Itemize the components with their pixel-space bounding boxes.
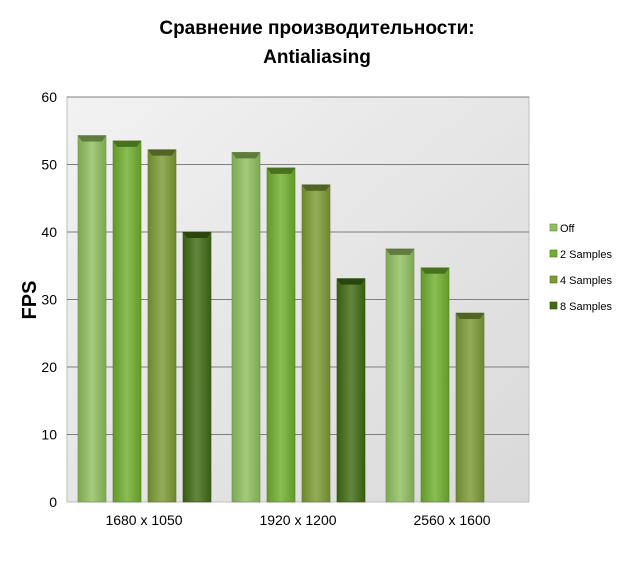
legend-label: Off [560,223,575,235]
bar-top-bevel [113,140,141,147]
x-tick-label: 2560 x 1600 [413,512,490,528]
bar-top-bevel [183,232,211,238]
bar-top-bevel [148,149,176,156]
legend-swatch [549,223,558,232]
bar-top-bevel [337,278,365,285]
legend-swatch [549,275,558,284]
bar-top-bevel [302,184,330,191]
y-tick-label: 50 [41,157,57,173]
bar [231,152,261,503]
grid-lines [67,96,529,435]
legend: Off 2 Samples 4 Samples 8 Samples [549,223,612,313]
bar [112,140,142,503]
bar [182,231,212,503]
chart-title-line-2: Antialiasing [263,47,371,68]
bar-top-bevel [421,267,449,274]
x-tick-label: 1680 x 1050 [105,512,182,528]
x-axis-ticks: 1680 x 1050 1920 x 1200 2560 x 1600 [105,512,490,528]
y-axis-ticks: 0 10 20 30 40 50 60 [41,89,57,510]
bar [77,135,107,503]
bar [336,278,366,503]
bar [266,167,296,503]
legend-label: 2 Samples [560,249,612,261]
bar-top-bevel [386,248,414,255]
bar [455,312,485,503]
bar-top-bevel [232,152,260,159]
bar [301,184,331,503]
x-tick-label: 1920 x 1200 [259,512,336,528]
bar-top-bevel [267,167,295,174]
bar [385,248,415,503]
y-axis-label: FPS [19,281,41,320]
bar-top-bevel [456,313,484,319]
y-tick-label: 20 [41,359,57,375]
chart-title-line-1: Сравнение производительности: [159,18,474,39]
legend-label: 4 Samples [560,275,612,287]
y-tick-label: 40 [41,224,57,240]
y-tick-label: 0 [49,494,57,510]
legend-label: 8 Samples [560,301,612,313]
bar [147,149,177,503]
y-tick-label: 10 [41,427,57,443]
bar [420,267,450,503]
legend-swatch [549,249,558,258]
y-tick-label: 30 [41,292,57,308]
y-tick-label: 60 [41,89,57,105]
bars [77,135,485,503]
bar-top-bevel [78,135,106,142]
legend-swatch [549,301,558,310]
